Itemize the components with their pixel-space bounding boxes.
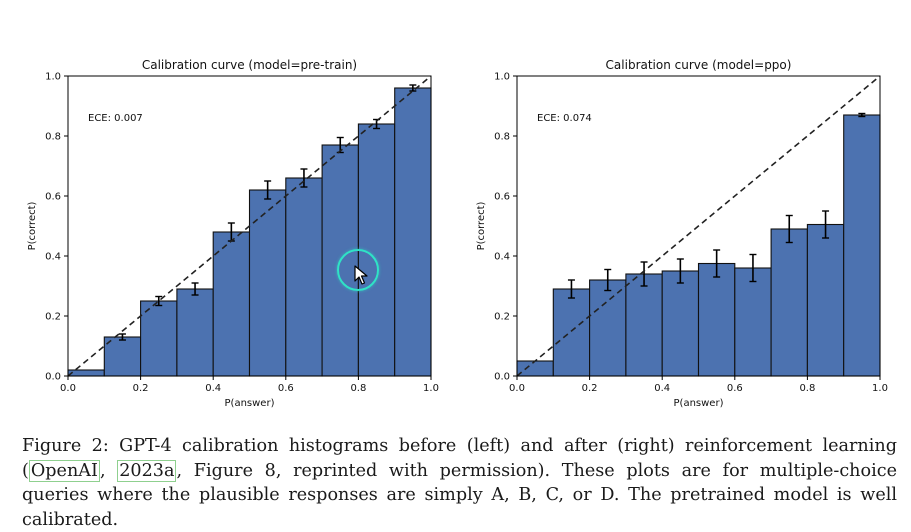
chart2-y-axis-label: P(correct) [476, 201, 487, 250]
chart2-x-tick-label-5: 1.0 [872, 383, 888, 394]
chart1-x-tick-label-2: 0.4 [205, 383, 221, 394]
chart2-y-tick-label-0: 0.0 [494, 372, 510, 383]
chart1-x-tick-label-1: 0.2 [133, 383, 149, 394]
chart1-x-axis-label: P(answer) [225, 398, 275, 409]
chart2-bar-1 [552, 288, 591, 377]
chart1-title: Calibration curve (model=pre-train) [142, 58, 357, 72]
cursor-highlight-ring [337, 249, 379, 291]
chart2-x-tick-label-3: 0.6 [727, 383, 743, 394]
chart2-bar-5 [697, 262, 736, 377]
chart1-bar-5 [248, 189, 287, 377]
chart1-ece-annotation: ECE: 0.007 [88, 113, 143, 124]
chart1-y-tick-label-5: 1.0 [45, 72, 61, 83]
citation-year-link[interactable]: 2023a [117, 459, 177, 482]
citation-author-link[interactable]: OpenAI [28, 459, 100, 482]
chart2-title: Calibration curve (model=ppo) [606, 58, 792, 72]
chart2-x-tick-label-4: 0.8 [799, 383, 815, 394]
chart1-y-tick-label-4: 0.8 [45, 132, 61, 143]
chart1-y-tick-label-3: 0.6 [45, 192, 61, 203]
chart1-y-tick-label-2: 0.4 [45, 252, 61, 263]
chart2-x-tick-label-0: 0.0 [509, 383, 525, 394]
chart1-bar-6 [285, 177, 323, 377]
chart2-bar-7 [770, 228, 808, 377]
mouse-pointer-icon [354, 265, 368, 285]
chart2-bar-4 [661, 270, 700, 377]
chart2-x-tick-label-1: 0.2 [582, 383, 598, 394]
chart1-bar-3 [176, 288, 214, 377]
figure-charts: 0.0 0.2 0.4 0.6 0.8 1.0 0.0 0.2 0.4 0.6 0.8 1.0 Cali… [27, 58, 888, 409]
chart1-bar-1 [103, 336, 142, 377]
chart1-y-tick-label-0: 0.0 [45, 372, 61, 383]
figure-caption: Figure 2: GPT-4 calibration histograms b… [22, 434, 897, 532]
chart1-bar-4 [212, 231, 251, 377]
chart1-y-axis-label: P(correct) [27, 201, 38, 250]
chart2-bar-2 [589, 279, 627, 377]
chart1-x-tick-label-4: 0.8 [350, 383, 366, 394]
chart2-x-axis-label: P(answer) [674, 398, 724, 409]
chart2-bar-6 [734, 267, 772, 377]
chart1-x-tick-label-3: 0.6 [278, 383, 294, 394]
chart2-bar-3 [625, 273, 663, 377]
caption-separator: , [99, 460, 118, 481]
chart1-y-tick-label-1: 0.2 [45, 312, 61, 323]
chart1-bar-2 [140, 300, 178, 377]
chart2-bar-9 [843, 114, 881, 377]
chart2-y-tick-label-2: 0.4 [494, 252, 510, 263]
chart1-axes-frame [67, 75, 432, 377]
chart2-ece-annotation: ECE: 0.074 [537, 113, 592, 124]
caption-text-start: Figure 2: GPT-4 calibration histograms b… [22, 436, 897, 481]
chart2-bar-8 [806, 223, 845, 377]
chart2-y-tick-label-3: 0.6 [494, 192, 510, 203]
chart1-x-tick-label-0: 0.0 [60, 383, 76, 394]
chart2-bar-0 [516, 360, 554, 377]
chart1-x-tick-label-5: 1.0 [423, 383, 439, 394]
chart1-perfect-calibration-line [67, 75, 432, 377]
chart2-perfect-calibration-line [516, 75, 881, 377]
chart2-y-tick-label-5: 1.0 [494, 72, 510, 83]
chart1-bar-0 [67, 369, 105, 377]
chart2-y-tick-label-1: 0.2 [494, 312, 510, 323]
chart2-y-tick-label-4: 0.8 [494, 132, 510, 143]
chart2-x-tick-label-2: 0.4 [654, 383, 670, 394]
chart2-axes-frame [516, 75, 881, 377]
chart1-bar-9 [394, 87, 432, 377]
